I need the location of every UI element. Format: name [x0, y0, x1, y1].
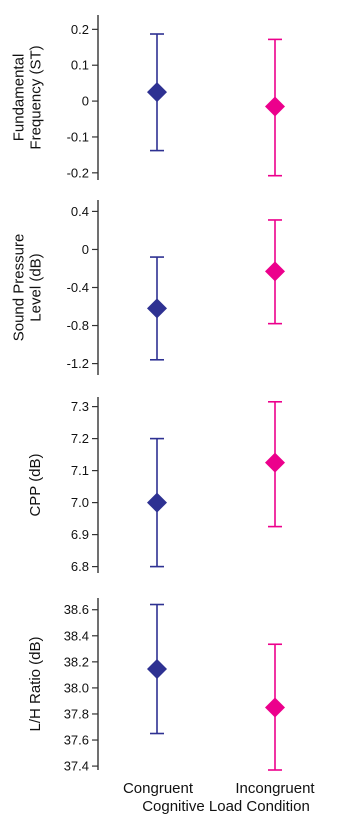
y-tick-label: 6.8	[71, 559, 89, 574]
y-axis-title-line: Sound Pressure	[11, 234, 28, 342]
y-tick-label: 7.0	[71, 495, 89, 510]
y-axis-title-line: Fundamental	[11, 54, 28, 142]
x-category-incongruent: Incongruent	[235, 780, 315, 797]
mean-marker-congruent	[147, 659, 167, 680]
y-tick-label: -0.2	[67, 165, 89, 180]
y-tick-label: 37.4	[64, 759, 89, 774]
y-tick-label: 38.6	[64, 602, 89, 617]
y-tick-label: 0.2	[71, 22, 89, 37]
panel-4: 38.6 38.4 38.2 38.0 37.8 37.6 37.4 L/H Ratio (d…	[27, 598, 285, 774]
y-tick-label: -0.1	[67, 129, 89, 144]
mean-marker-congruent	[147, 82, 167, 103]
y-axis-title-line: CPP (dB)	[27, 453, 44, 516]
mean-marker-incongruent	[265, 96, 285, 117]
y-tick-label: 7.3	[71, 399, 89, 414]
y-tick-label: 0.1	[71, 58, 89, 73]
panel-2: 0.4 0 -0.4 -0.8 -1.2 Sound Pressure Level (dB)	[11, 200, 285, 375]
mean-marker-congruent	[147, 298, 167, 319]
y-tick-label: -0.8	[67, 318, 89, 333]
y-axis-title-line: L/H Ratio (dB)	[27, 636, 44, 731]
mean-marker-congruent	[147, 492, 167, 513]
mean-marker-incongruent	[265, 452, 285, 473]
y-tick-label: 37.8	[64, 706, 89, 721]
y-tick-label: 38.0	[64, 680, 89, 695]
panel-3: 7.3 7.2 7.1 7.0 6.9 6.8 CPP (dB)	[27, 397, 285, 574]
mean-marker-incongruent	[265, 261, 285, 282]
y-tick-label: 6.9	[71, 527, 89, 542]
y-tick-label: -1.2	[67, 356, 89, 371]
y-tick-label: 7.2	[71, 431, 89, 446]
panel-1: 0.2 0.1 0 -0.1 -0.2 Fundamental Frequency (ST)	[11, 15, 285, 180]
y-tick-label: 38.4	[64, 628, 89, 643]
x-axis-title: Cognitive Load Condition	[142, 798, 310, 815]
y-tick-label: 37.6	[64, 733, 89, 748]
y-tick-label: 0	[82, 242, 89, 257]
mean-marker-incongruent	[265, 697, 285, 718]
y-tick-label: 0.4	[71, 204, 89, 219]
y-axis-title-line: Level (dB)	[28, 253, 45, 321]
y-tick-label: 0	[82, 94, 89, 109]
x-category-congruent: Congruent	[123, 780, 194, 797]
y-tick-label: -0.4	[67, 280, 89, 295]
y-tick-label: 7.1	[71, 463, 89, 478]
y-tick-label: 38.2	[64, 654, 89, 669]
y-axis-title-line: Frequency (ST)	[28, 45, 45, 149]
